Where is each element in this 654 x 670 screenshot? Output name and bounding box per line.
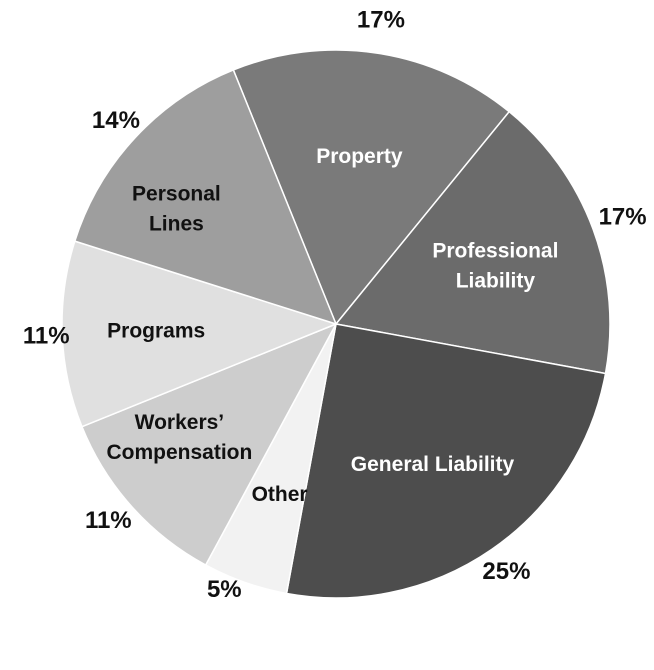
percent-label-other: 5%: [207, 576, 242, 603]
slice-workers-compensation: [80, 322, 338, 567]
slice-professional-liability: [334, 110, 611, 375]
percent-label-property: 17%: [357, 6, 405, 33]
slice-label-line: Lines: [149, 213, 204, 236]
slice-label-line: Programs: [107, 320, 205, 343]
slice-label-line: Liability: [456, 269, 536, 292]
slice-programs: [61, 240, 339, 428]
percent-labels: 17% 17% 25% 5% 11% 11% 14%: [23, 6, 647, 603]
slice-label-other: Other: [252, 483, 308, 506]
percent-label-programs: 11%: [23, 323, 70, 350]
slice-label-line: Professional: [432, 239, 558, 262]
slice-label-line: Personal: [132, 183, 221, 206]
slice-label-general-liability: General Liability: [351, 453, 515, 476]
slice-label-line: General Liability: [351, 453, 515, 476]
slice-label-property: Property: [316, 145, 403, 168]
percent-label-general-liability: 25%: [482, 558, 530, 585]
pie-slices: [61, 49, 611, 599]
slice-label-line: Compensation: [106, 441, 252, 464]
slice-personal-lines: [73, 68, 338, 326]
slice-property: [232, 49, 511, 326]
slice-label-personal-lines: Personal Lines: [132, 183, 221, 236]
slice-label-line: Workers’: [135, 411, 225, 434]
slice-labels: Property Professional Liability General Lia…: [106, 145, 558, 506]
slice-label-programs: Programs: [107, 320, 205, 343]
percent-label-professional-liability: 17%: [599, 203, 647, 230]
slice-label-workers-compensation: Workers’ Compensation: [106, 411, 252, 464]
percent-label-workers-compensation: 11%: [85, 507, 132, 534]
slice-label-line: Property: [316, 145, 403, 168]
slice-label-professional-liability: Professional Liability: [432, 239, 558, 292]
slice-general-liability: [285, 323, 607, 599]
slice-label-line: Other: [252, 483, 308, 506]
percent-label-personal-lines: 14%: [92, 107, 140, 134]
